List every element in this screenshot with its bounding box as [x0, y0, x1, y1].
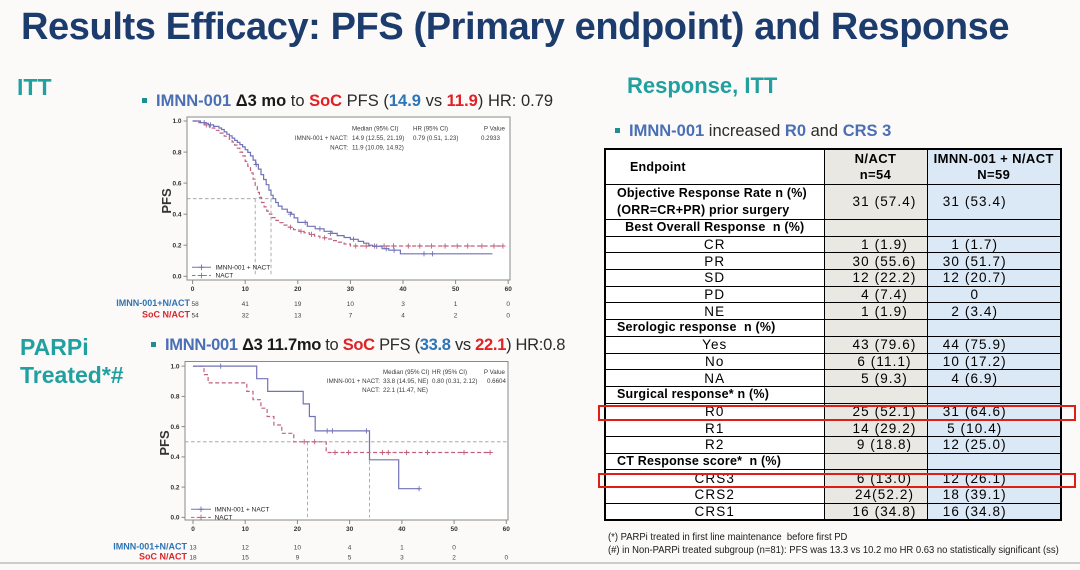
svg-text:NACT: NACT — [216, 273, 234, 280]
svg-text:IMNN-001 + NACT: IMNN-001 + NACT — [215, 507, 270, 514]
svg-text:2: 2 — [454, 313, 458, 320]
svg-text:HR (95% CI): HR (95% CI) — [413, 126, 448, 133]
svg-text:PFS: PFS — [159, 188, 174, 214]
svg-text:18: 18 — [189, 555, 197, 562]
svg-text:0: 0 — [504, 555, 508, 562]
svg-text:0.2: 0.2 — [172, 242, 181, 249]
svg-text:9: 9 — [296, 555, 300, 562]
svg-text:40: 40 — [399, 286, 407, 293]
svg-text:58: 58 — [191, 301, 199, 308]
svg-text:NACT:: NACT: — [362, 387, 380, 394]
svg-text:SoC N/ACT: SoC N/ACT — [142, 310, 190, 320]
svg-text:0.8: 0.8 — [170, 394, 179, 401]
svg-text:1.0: 1.0 — [170, 363, 179, 370]
svg-text:54: 54 — [191, 313, 199, 320]
svg-text:41: 41 — [242, 301, 250, 308]
svg-text:40: 40 — [398, 526, 406, 533]
svg-text:PFS: PFS — [157, 430, 172, 456]
svg-text:60: 60 — [505, 286, 513, 293]
svg-text:0.6: 0.6 — [172, 180, 181, 187]
svg-text:13: 13 — [294, 313, 302, 320]
svg-text:IMNN-001+N/ACT: IMNN-001+N/ACT — [116, 298, 190, 308]
svg-text:20: 20 — [294, 286, 302, 293]
svg-text:0: 0 — [191, 526, 195, 533]
svg-text:1: 1 — [400, 545, 404, 552]
svg-text:Median (95% CI): Median (95% CI) — [383, 369, 429, 376]
svg-text:10: 10 — [242, 526, 250, 533]
svg-text:0.6604: 0.6604 — [487, 378, 506, 385]
svg-text:0.4: 0.4 — [170, 454, 179, 461]
svg-text:0.4: 0.4 — [172, 211, 181, 218]
svg-text:P Value: P Value — [484, 369, 506, 376]
svg-text:5: 5 — [348, 555, 352, 562]
svg-text:0.80 (0.31, 2.12): 0.80 (0.31, 2.12) — [432, 378, 477, 385]
svg-text:13: 13 — [189, 545, 197, 552]
svg-text:IMNN-001 + NACT:: IMNN-001 + NACT: — [327, 378, 380, 385]
svg-text:7: 7 — [349, 313, 353, 320]
svg-text:3: 3 — [400, 555, 404, 562]
svg-text:12: 12 — [242, 545, 250, 552]
svg-text:0: 0 — [191, 286, 195, 293]
svg-text:15: 15 — [242, 555, 250, 562]
svg-text:10: 10 — [294, 545, 302, 552]
svg-text:HR (95% CI): HR (95% CI) — [432, 369, 467, 376]
svg-text:10: 10 — [242, 286, 250, 293]
svg-text:60: 60 — [503, 526, 511, 533]
svg-text:11.9 (10.09, 14.92): 11.9 (10.09, 14.92) — [352, 145, 404, 152]
svg-text:10: 10 — [347, 301, 355, 308]
svg-text:0.8: 0.8 — [172, 149, 181, 156]
svg-text:0: 0 — [506, 301, 510, 308]
svg-text:30: 30 — [346, 526, 354, 533]
svg-text:0.2: 0.2 — [170, 484, 179, 491]
svg-text:50: 50 — [452, 286, 460, 293]
svg-text:NACT: NACT — [215, 515, 233, 522]
svg-text:SoC N/ACT: SoC N/ACT — [139, 552, 187, 562]
svg-text:IMNN-001 + NACT: IMNN-001 + NACT — [216, 265, 271, 272]
svg-text:0: 0 — [452, 545, 456, 552]
svg-text:30: 30 — [347, 286, 355, 293]
svg-text:50: 50 — [450, 526, 458, 533]
svg-text:0: 0 — [506, 313, 510, 320]
svg-text:32: 32 — [242, 313, 250, 320]
svg-text:0.0: 0.0 — [170, 515, 179, 522]
svg-text:NACT:: NACT: — [330, 145, 348, 152]
svg-text:22.1 (11.47, NE): 22.1 (11.47, NE) — [383, 387, 428, 394]
svg-text:P Value: P Value — [484, 126, 506, 133]
svg-text:Median (95% CI): Median (95% CI) — [352, 126, 398, 133]
svg-text:0.0: 0.0 — [172, 274, 181, 281]
svg-text:2: 2 — [452, 555, 456, 562]
svg-text:19: 19 — [294, 301, 302, 308]
svg-text:IMNN-001 + NACT:: IMNN-001 + NACT: — [295, 135, 348, 142]
svg-text:1: 1 — [454, 301, 458, 308]
svg-text:33.8 (14.95, NE): 33.8 (14.95, NE) — [383, 378, 428, 385]
svg-text:3: 3 — [401, 301, 405, 308]
svg-text:IMNN-001+N/ACT: IMNN-001+N/ACT — [113, 542, 187, 552]
svg-text:1.0: 1.0 — [172, 118, 181, 125]
svg-text:20: 20 — [294, 526, 302, 533]
svg-text:4: 4 — [348, 545, 352, 552]
svg-text:0.79 (0.51, 1.23): 0.79 (0.51, 1.23) — [413, 135, 458, 142]
svg-text:4: 4 — [401, 313, 405, 320]
svg-text:14.9 (12.55, 21.19): 14.9 (12.55, 21.19) — [352, 135, 404, 142]
svg-text:0.6: 0.6 — [170, 424, 179, 431]
svg-text:0.2933: 0.2933 — [481, 135, 500, 142]
